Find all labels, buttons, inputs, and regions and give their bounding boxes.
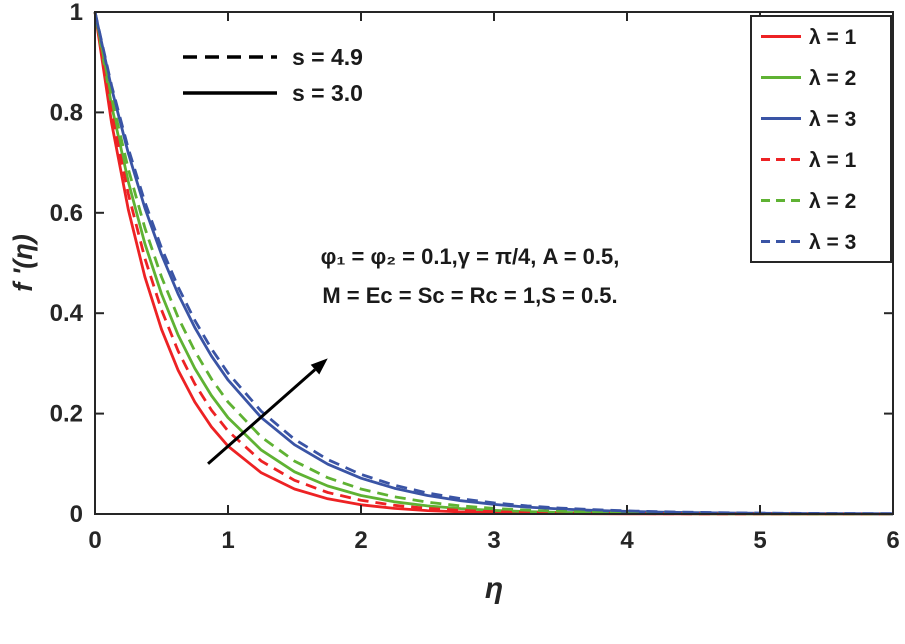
legend-entry-label: λ = 3	[809, 108, 856, 131]
s-legend-label: s = 3.0	[292, 80, 363, 106]
parameter-annotation-line-1: φ₁ = φ₂ = 0.1,γ = π/4, A = 0.5,	[321, 244, 620, 269]
y-tick-label: 0.6	[50, 200, 83, 227]
legend-box	[750, 15, 892, 263]
s-legend-label: s = 4.9	[292, 44, 363, 70]
x-tick-label: 6	[886, 527, 899, 554]
legend-entry-label: λ = 2	[809, 67, 856, 90]
x-tick-label: 4	[620, 527, 634, 554]
increasing-lambda-arrow-shaft	[207, 368, 316, 465]
x-tick-label: 2	[354, 527, 367, 554]
x-tick-label: 0	[88, 527, 101, 554]
y-tick-label: 0.4	[50, 300, 84, 327]
legend-entry-label: λ = 1	[809, 26, 857, 49]
y-tick-label: 0	[70, 501, 83, 528]
legend-entry-label: λ = 2	[809, 190, 856, 213]
x-tick-label: 1	[221, 527, 234, 554]
legend-entry-label: λ = 1	[809, 149, 857, 172]
increasing-lambda-arrow-head	[310, 358, 328, 375]
x-axis-label: η	[485, 572, 503, 605]
y-tick-label: 0.2	[50, 401, 83, 428]
legend-entry-label: λ = 3	[809, 231, 856, 254]
y-tick-label: 1	[70, 0, 83, 26]
x-tick-label: 3	[487, 527, 500, 554]
x-tick-label: 5	[753, 527, 766, 554]
curve-lambda-3-dashed	[93, 11, 894, 516]
y-tick-label: 0.8	[50, 99, 83, 126]
parameter-annotation-line-2: M = Ec = Sc = Rc = 1,S = 0.5.	[322, 283, 617, 308]
y-axis-label: f '(η)	[8, 234, 38, 291]
